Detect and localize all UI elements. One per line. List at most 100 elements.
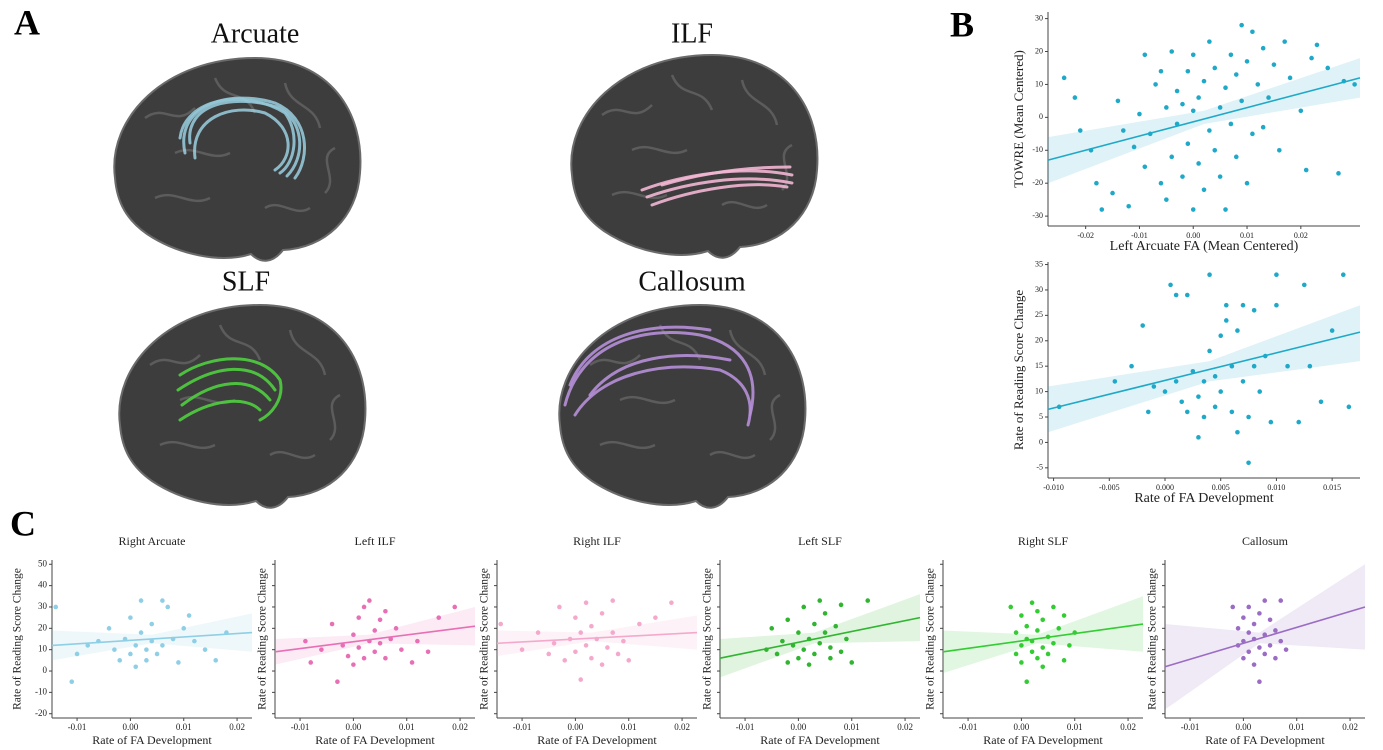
confidence-band [497,615,697,657]
y-tick-label: 40 [38,580,48,590]
data-point [340,643,346,648]
data-point [1196,435,1201,440]
data-point [1314,42,1320,48]
data-point [1164,197,1169,202]
data-point [589,623,594,629]
data-point [1169,154,1175,160]
data-point [144,647,149,652]
x-axis-label: Rate of FA Development [1134,491,1273,506]
data-point [85,643,91,648]
data-point [1212,374,1218,379]
data-point [1099,207,1105,212]
data-point [1112,379,1118,384]
data-point [1051,604,1056,610]
data-point [1229,409,1235,415]
data-point [1241,615,1246,620]
brain-image [113,57,362,262]
x-tick-label: 0.010 [1267,483,1285,492]
data-point [138,630,144,635]
data-point [1223,207,1228,212]
y-tick-label: 20 [1035,336,1043,345]
data-point [415,638,420,644]
data-point [1061,613,1067,618]
data-point [1051,640,1056,646]
data-point [1164,105,1169,110]
x-tick-label: -0.01 [1131,231,1148,240]
data-point [1246,630,1252,635]
data-point [1239,98,1244,104]
data-point [1077,128,1083,133]
data-point [1207,272,1212,278]
data-point [1246,460,1251,466]
data-point [1185,141,1191,146]
y-axis-label: Rate of Reading Score Change [1147,568,1159,710]
data-point [361,655,367,661]
data-point [356,645,362,650]
x-tick-label: 0.00 [1014,722,1030,732]
data-point [1067,643,1072,648]
panel-label: A [14,2,40,42]
data-point [1013,651,1019,657]
data-point [578,677,584,682]
y-tick-label: 30 [1035,285,1043,294]
data-point [1126,203,1131,209]
y-tick-label: 30 [38,601,48,611]
data-point [1158,180,1164,186]
x-tick-label: 0.00 [791,722,807,732]
data-point [838,602,844,608]
data-point [372,649,378,655]
data-point [117,658,123,663]
y-tick-label: 10 [1035,79,1043,88]
fit-line [1047,331,1361,411]
data-point [1196,95,1201,100]
confidence-band [720,594,920,678]
x-tick-label: 0.02 [1294,231,1308,240]
data-point [356,615,362,620]
data-point [1151,384,1157,389]
data-point [1218,389,1224,394]
data-point [1212,147,1218,153]
data-point [1045,651,1051,657]
y-axis-label: Rate of Reading Score Change [12,568,24,710]
panel-label: C [10,503,36,543]
y-axis-label: TOWRE (Mean Centered) [1011,50,1026,188]
data-point [1212,404,1218,410]
data-point [1196,161,1201,166]
data-point [1212,65,1218,71]
data-point [1040,664,1046,670]
data-point [1184,409,1190,415]
data-point [1217,105,1223,110]
data-point [573,649,578,655]
fit-line [942,623,1144,653]
x-tick-label: 0.000 [1156,483,1174,492]
data-point [303,638,308,644]
data-point [801,604,807,610]
data-point [1267,643,1273,648]
data-point [1246,604,1252,610]
fit-line [1047,77,1361,161]
data-point [498,621,504,627]
data-point [1257,389,1263,394]
data-point [319,647,324,652]
data-point [1121,128,1126,133]
tract-label: ILF [671,18,713,49]
x-tick-label: -0.01 [68,722,87,732]
data-point [1250,131,1255,137]
chart-title: Left ILF [355,534,396,548]
x-tick-label: 0.01 [176,722,192,732]
data-point [1266,95,1271,100]
data-point [1142,164,1148,170]
data-point [1179,399,1185,405]
data-point [1223,318,1229,323]
y-tick-label: 50 [38,558,48,568]
y-tick-label: 20 [1035,46,1043,55]
data-point [53,604,59,610]
data-point [806,662,812,667]
data-point [154,651,160,657]
data-point [1180,174,1185,179]
data-point [1257,679,1262,685]
data-point [1325,65,1331,71]
data-point [1285,363,1290,369]
chart-title: Right SLF [1018,534,1069,548]
data-point [1352,82,1357,87]
